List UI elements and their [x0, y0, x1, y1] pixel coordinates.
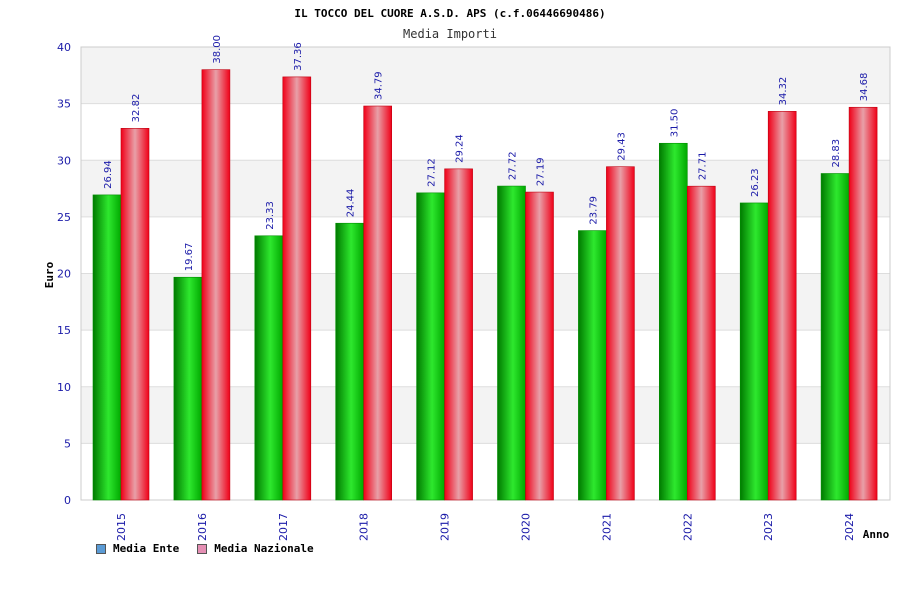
legend: Media Ente Media Nazionale [96, 542, 314, 555]
y-tick-label: 0 [64, 494, 71, 507]
data-label: 29.24 [455, 134, 466, 163]
bar-media-ente-2019 [416, 192, 445, 501]
y-tick-label: 40 [57, 41, 71, 54]
data-label: 32.82 [131, 94, 142, 123]
bar-media-nazionale-2020 [525, 191, 554, 501]
x-tick-label: 2015 [115, 513, 128, 541]
x-tick-label: 2020 [520, 513, 533, 541]
bar-media-ente-2020 [497, 185, 526, 501]
data-label: 19.67 [184, 243, 195, 272]
x-axis-ticks: 2015 2016 2017 2018 2019 2020 2021 2022 2023 2024 [115, 513, 856, 541]
data-labels: 26.94 32.82 19.67 38.00 23.33 37.36 24.44 34.79… [103, 35, 870, 271]
y-tick-label: 5 [64, 437, 71, 450]
data-label: 27.12 [427, 158, 438, 187]
legend-label-media-ente: Media Ente [113, 542, 180, 555]
bar-media-nazionale-2019 [444, 168, 473, 501]
data-label: 27.71 [697, 152, 708, 181]
x-tick-label: 2022 [681, 513, 694, 541]
bar-media-nazionale-2017 [282, 76, 312, 501]
y-tick-label: 30 [57, 154, 71, 167]
y-tick-label: 25 [57, 211, 71, 224]
bar-media-ente-2017 [254, 235, 284, 501]
legend-item-media-ente: Media Ente [96, 542, 179, 555]
data-label: 27.72 [508, 151, 519, 180]
legend-item-media-nazionale: Media Nazionale [197, 542, 314, 555]
legend-swatch-media-ente [96, 543, 106, 554]
y-axis-label: Euro [43, 261, 56, 288]
bar-media-ente-2016 [173, 276, 203, 501]
data-label: 34.32 [778, 77, 789, 106]
x-tick-label: 2016 [196, 513, 209, 541]
y-axis-ticks: 0 5 10 15 20 25 30 35 40 [57, 41, 71, 507]
bar-media-nazionale-2023 [767, 111, 797, 501]
data-label: 34.68 [859, 73, 870, 102]
bar-media-nazionale-2018 [363, 105, 393, 501]
chart-title: IL TOCCO DEL CUORE A.S.D. APS (c.f.06446… [294, 7, 605, 20]
legend-label-media-nazionale: Media Nazionale [214, 542, 314, 555]
chart-subtitle: Media Importi [403, 27, 497, 41]
y-tick-label: 20 [57, 268, 71, 281]
bar-media-nazionale-2021 [606, 166, 635, 501]
y-tick-label: 35 [57, 98, 71, 111]
bar-media-ente-2018 [335, 222, 365, 501]
legend-swatch-media-nazionale [197, 543, 208, 554]
bar-media-nazionale-2024 [848, 106, 878, 501]
y-tick-label: 15 [57, 324, 71, 337]
data-label: 23.79 [588, 196, 599, 225]
bar-media-nazionale-2016 [201, 69, 231, 501]
data-label: 29.43 [616, 132, 627, 161]
data-label: 38.00 [212, 35, 223, 64]
data-label: 27.19 [536, 157, 547, 186]
bar-media-ente-2022 [658, 142, 688, 501]
data-label: 24.44 [346, 189, 357, 218]
plot-frame [80, 46, 891, 501]
x-tick-label: 2023 [762, 513, 775, 541]
bar-media-nazionale-2022 [686, 185, 716, 501]
x-axis-label: Anno [863, 528, 890, 541]
x-tick-label: 2024 [843, 513, 856, 541]
data-label: 23.33 [265, 201, 276, 230]
data-label: 31.50 [669, 109, 680, 138]
bar-media-ente-2015 [92, 194, 122, 501]
data-label: 34.79 [374, 71, 385, 100]
bar-media-nazionale-2015 [120, 128, 150, 501]
bars [92, 69, 878, 501]
bar-media-ente-2024 [820, 173, 850, 501]
bar-media-ente-2023 [739, 202, 769, 501]
data-label: 37.36 [293, 42, 304, 71]
x-tick-label: 2019 [439, 513, 452, 541]
data-label: 28.83 [831, 139, 842, 168]
y-tick-label: 10 [57, 381, 71, 394]
bar-media-ente-2021 [578, 230, 607, 501]
x-tick-label: 2021 [600, 513, 613, 541]
x-tick-label: 2018 [358, 513, 371, 541]
data-label: 26.23 [750, 168, 761, 197]
data-label: 26.94 [103, 160, 114, 189]
x-tick-label: 2017 [277, 513, 290, 541]
